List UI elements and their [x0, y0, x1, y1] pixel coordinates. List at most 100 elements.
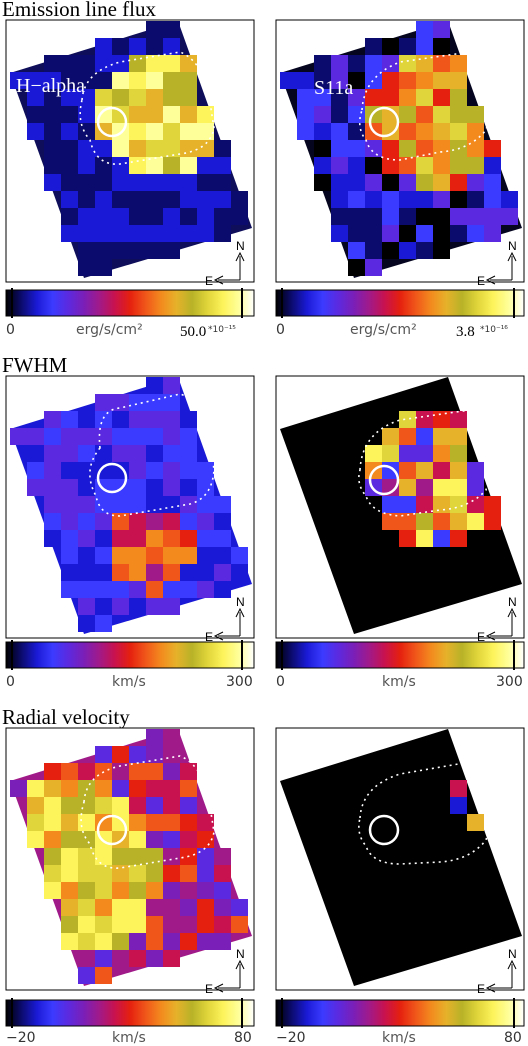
map-pixel	[129, 950, 146, 967]
map-pixel	[78, 564, 95, 581]
map-pixel	[95, 445, 112, 462]
map-pixel	[450, 157, 467, 174]
map-pixel	[163, 479, 180, 496]
map-pixel	[450, 174, 467, 191]
map-pixel	[365, 89, 382, 106]
map-pixel	[382, 428, 399, 445]
map-pixel	[382, 174, 399, 191]
colorbar-fwhm-s11a: 0 km/s 300	[275, 640, 525, 690]
map-pixel	[348, 259, 365, 276]
pixel-map	[10, 21, 248, 276]
map-pixel	[146, 530, 163, 547]
map-pixel	[146, 208, 163, 225]
map-pixel	[129, 916, 146, 933]
map-pixel	[112, 564, 129, 581]
compass: N E	[205, 239, 245, 288]
map-pixel	[61, 916, 78, 933]
map-pixel	[146, 746, 163, 763]
map-pixel	[416, 242, 433, 259]
map-pixel	[95, 259, 112, 276]
map-pixel	[95, 140, 112, 157]
map-pixel	[382, 89, 399, 106]
map-pixel	[44, 445, 61, 462]
map-pixel	[433, 55, 450, 72]
map-pixel	[163, 950, 180, 967]
map-pixel	[163, 157, 180, 174]
map-pixel	[180, 814, 197, 831]
map-pixel	[180, 208, 197, 225]
map-pixel	[61, 513, 78, 530]
map-pixel	[112, 428, 129, 445]
map-pixel	[365, 140, 382, 157]
map-pixel	[61, 496, 78, 513]
map-pixel	[78, 157, 95, 174]
map-pixel	[314, 106, 331, 123]
map-pixel	[433, 462, 450, 479]
aperture-circle	[368, 106, 400, 138]
colorbar-gradient	[275, 999, 525, 1027]
map-pixel	[95, 882, 112, 899]
map-pixel	[112, 598, 129, 615]
map-pixel	[163, 729, 180, 746]
map-pixel	[450, 530, 467, 547]
colorbar-max: 300	[496, 674, 523, 690]
map-pixel	[78, 899, 95, 916]
map-pixel	[129, 763, 146, 780]
map-pixel	[314, 72, 331, 89]
map-pixel	[450, 72, 467, 89]
map-pixel	[61, 428, 78, 445]
map-pixel	[180, 106, 197, 123]
compass: N E	[477, 239, 517, 288]
map-pixel	[297, 89, 314, 106]
map-pixel	[163, 462, 180, 479]
colorbar-unit: km/s	[382, 1030, 416, 1046]
map-pixel	[450, 411, 467, 428]
map-pixel	[61, 174, 78, 191]
map-pixel	[163, 106, 180, 123]
map-pixel	[78, 496, 95, 513]
map-pixel	[214, 140, 231, 157]
map-pixel	[197, 513, 214, 530]
map-pixel	[382, 496, 399, 513]
map-pixel	[112, 513, 129, 530]
map-pixel	[163, 123, 180, 140]
colorbar-fwhm-halpha: 0 km/s 300	[5, 640, 255, 690]
map-pixel	[484, 157, 501, 174]
map-pixel	[95, 513, 112, 530]
map-pixel	[112, 530, 129, 547]
colorbar-unit: km/s	[112, 674, 146, 690]
map-pixel	[433, 242, 450, 259]
map-pixel	[146, 191, 163, 208]
map-pixel	[78, 479, 95, 496]
map-pixel	[214, 899, 231, 916]
map-pixel	[331, 89, 348, 106]
map-pixel	[129, 780, 146, 797]
map-pixel	[197, 157, 214, 174]
map-pixel	[180, 797, 197, 814]
map-pixel	[112, 780, 129, 797]
compass-e: E	[477, 630, 485, 644]
map-pixel	[129, 445, 146, 462]
map-pixel	[467, 462, 484, 479]
map-pixel	[450, 462, 467, 479]
map-pixel	[61, 140, 78, 157]
map-pixel	[180, 89, 197, 106]
map-pixel	[197, 831, 214, 848]
map-pixel	[44, 780, 61, 797]
map-pixel	[129, 38, 146, 55]
map-pixel	[78, 865, 95, 882]
map-pixel	[112, 746, 129, 763]
map-pixel	[416, 462, 433, 479]
map-pixel	[146, 106, 163, 123]
map-pixel	[365, 191, 382, 208]
map-pixel	[231, 191, 248, 208]
map-pixel	[180, 530, 197, 547]
map-pixel	[180, 496, 197, 513]
map-pixel	[331, 123, 348, 140]
map-pixel	[197, 848, 214, 865]
map-pixel	[95, 496, 112, 513]
map-pixel	[129, 72, 146, 89]
map-pixel	[129, 411, 146, 428]
map-pixel	[399, 191, 416, 208]
map-pixel	[146, 394, 163, 411]
